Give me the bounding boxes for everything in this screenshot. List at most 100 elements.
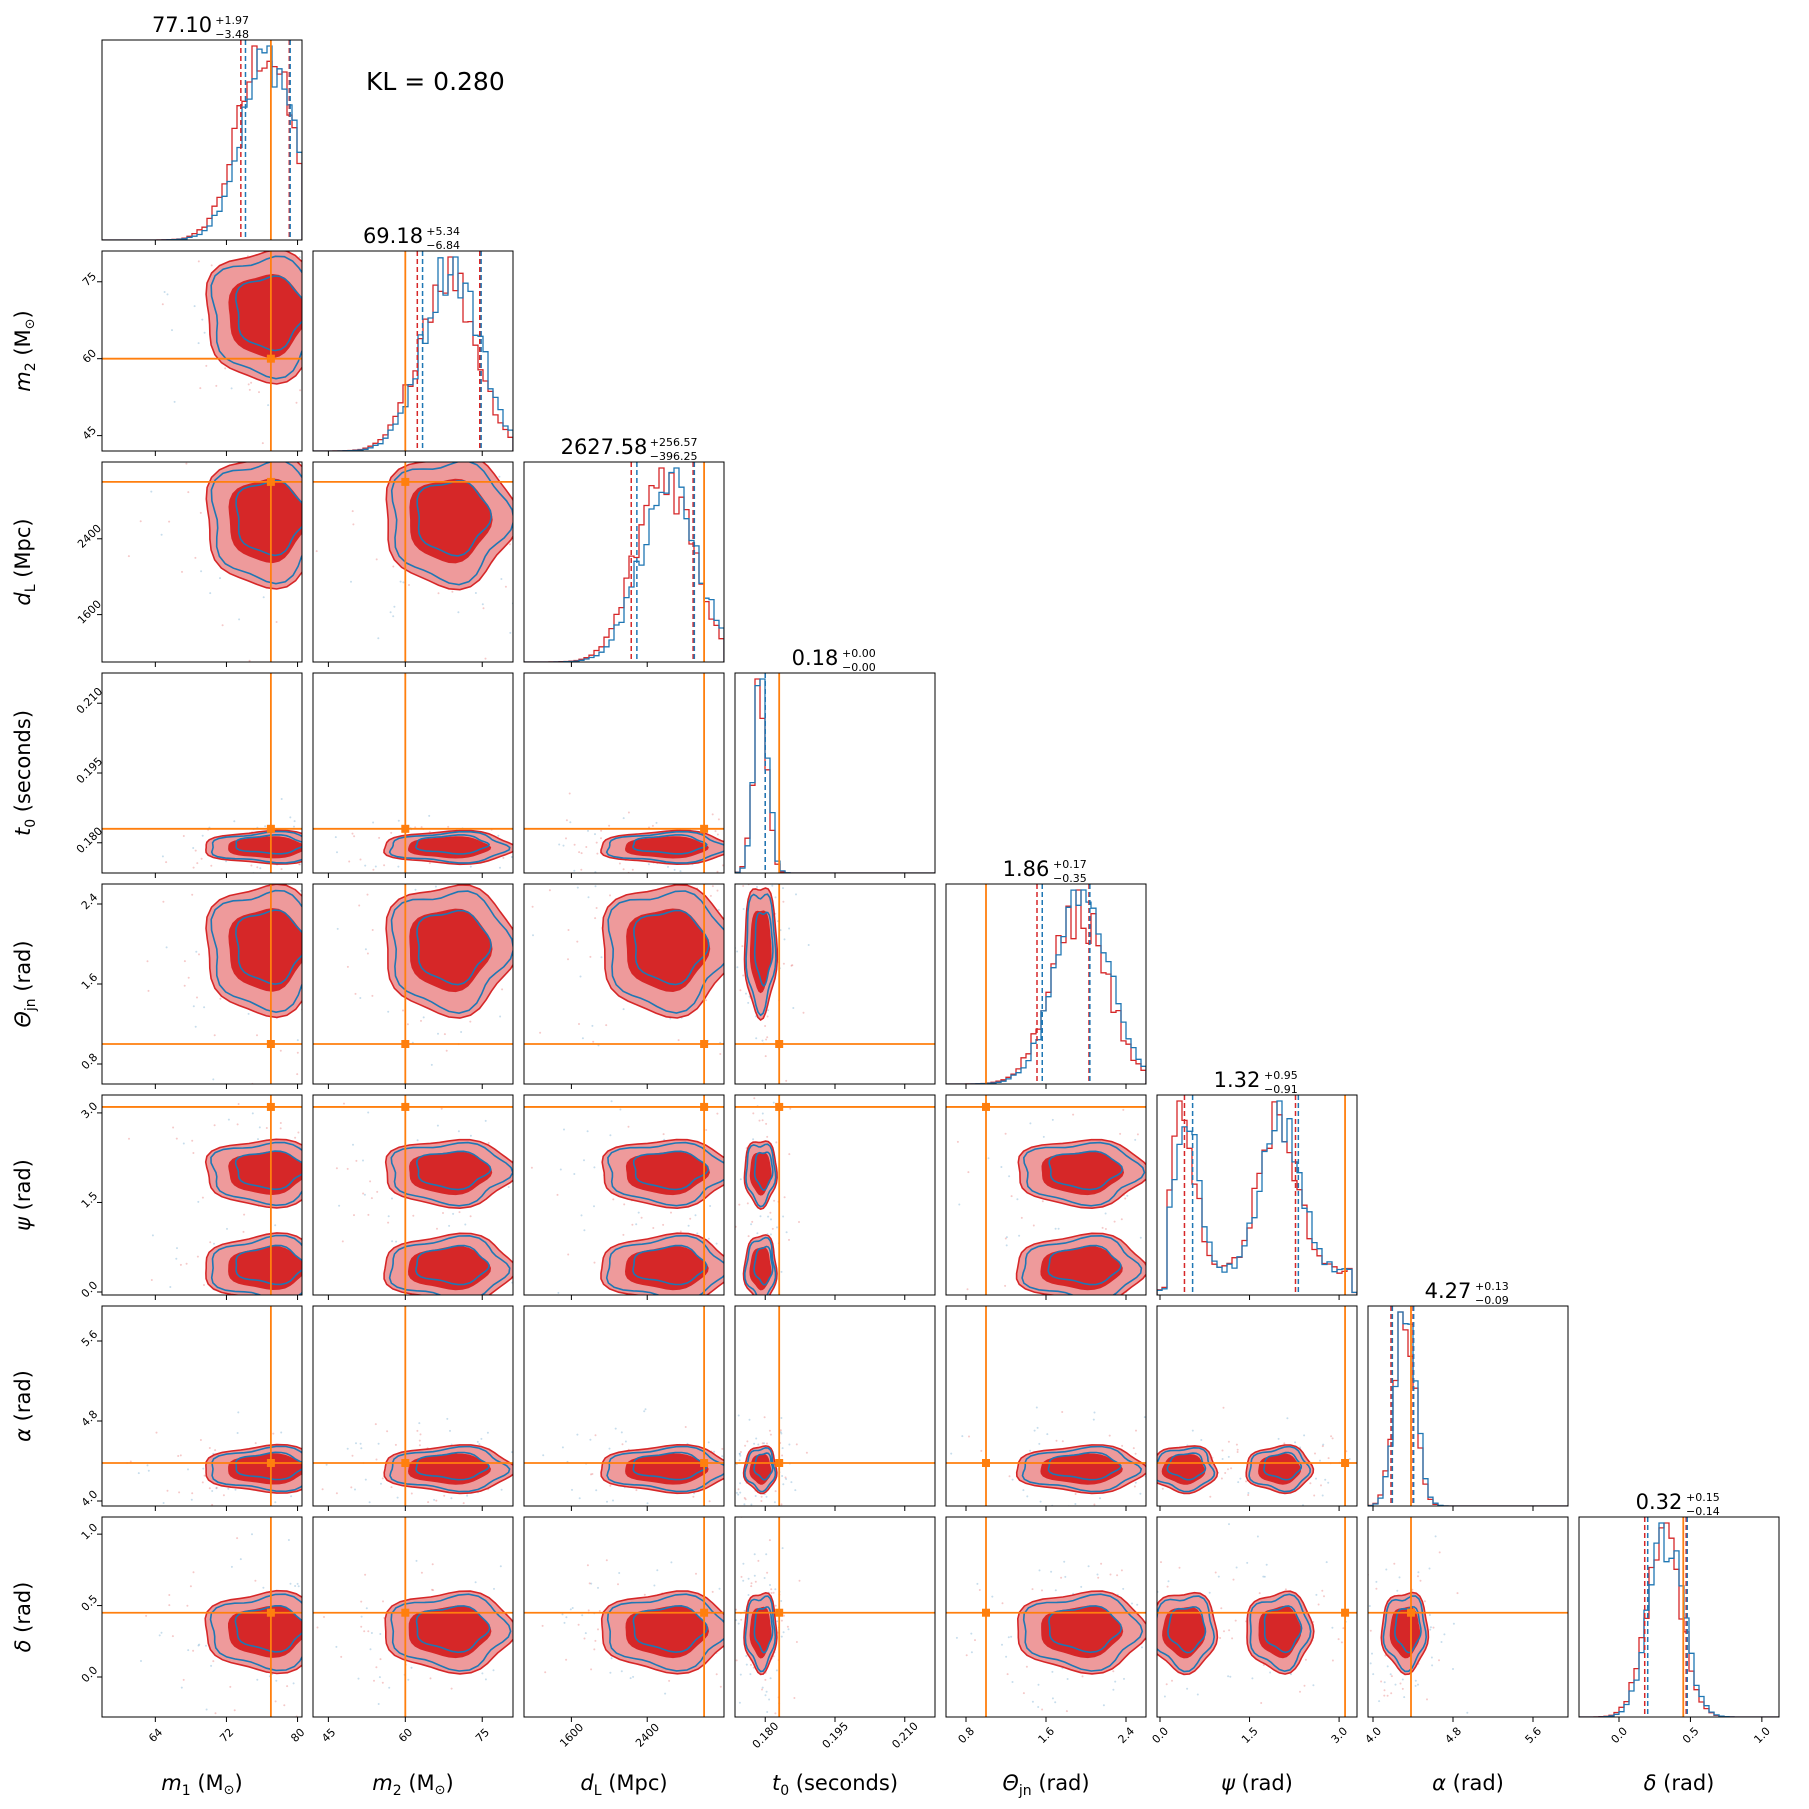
scatter-point <box>538 1622 540 1624</box>
scatter-point <box>609 1671 612 1674</box>
scatter-point <box>782 1631 785 1634</box>
scatter-point <box>716 889 719 892</box>
scatter-point <box>618 1572 621 1574</box>
scatter-point <box>1066 1678 1069 1680</box>
scatter-point <box>541 1624 544 1627</box>
scatter-point <box>756 857 758 859</box>
scatter-point <box>175 1137 178 1140</box>
scatter-point <box>732 920 734 922</box>
scatter-point <box>486 1431 489 1434</box>
scatter-point <box>1396 1589 1399 1592</box>
scatter-point <box>322 1481 324 1483</box>
scatter-point <box>742 1579 745 1582</box>
y-tick-label: 4.8 <box>79 1408 101 1430</box>
contour-outer-blue <box>1022 1593 1144 1672</box>
scatter-point <box>807 846 809 848</box>
scatter-point <box>527 851 529 853</box>
scatter-point <box>667 865 669 868</box>
scatter-point <box>1317 1603 1320 1606</box>
scatter-point <box>313 510 315 512</box>
scatter-point <box>774 1490 777 1493</box>
scatter-point <box>147 1469 150 1472</box>
scatter-point <box>776 1298 778 1300</box>
scatter-point <box>328 400 330 402</box>
scatter-point <box>766 1711 769 1713</box>
scatter-point <box>714 1019 716 1021</box>
scatter-point <box>386 1430 389 1433</box>
scatter-point <box>250 864 253 867</box>
scatter-point <box>1041 1589 1043 1592</box>
contour-inner-red <box>624 836 709 859</box>
scatter-point <box>332 1476 334 1478</box>
scatter-point <box>761 1688 763 1691</box>
panel-alpha-vs-m1: 4.04.85.6 <box>79 1305 334 1511</box>
y-tick-label: 1.5 <box>79 1189 101 1211</box>
scatter-point <box>590 1668 593 1671</box>
panel-content <box>1157 1517 1396 1717</box>
scatter-point <box>559 846 561 848</box>
scatter-point <box>711 813 714 816</box>
scatter-point <box>586 1564 589 1567</box>
scatter-point <box>480 1437 483 1440</box>
scatter-point <box>161 303 164 306</box>
panel-content <box>735 673 935 873</box>
scatter-point <box>1110 1520 1112 1522</box>
scatter-point <box>1309 1482 1312 1485</box>
scatter-point <box>807 1426 809 1428</box>
title-psi: 1.32 <box>1214 1068 1261 1092</box>
scatter-point <box>732 964 734 966</box>
scatter-point <box>171 1635 174 1638</box>
scatter-point <box>499 1015 502 1018</box>
scatter-point <box>524 874 526 876</box>
scatter-point <box>1016 1198 1019 1201</box>
scatter-point <box>356 999 358 1001</box>
scatter-point <box>1394 1553 1396 1555</box>
scatter-point <box>526 1458 528 1460</box>
scatter-point <box>521 1453 523 1455</box>
panel-delta-vs-t0: 0.180 0.195 0.210 <box>734 1516 936 1751</box>
scatter-point <box>567 1622 569 1624</box>
scatter-point <box>775 1669 778 1672</box>
scatter-point <box>462 1502 465 1505</box>
scatter-point <box>717 909 720 911</box>
scatter-point <box>761 1442 764 1445</box>
scatter-point <box>356 502 358 504</box>
scatter-point <box>754 1528 756 1530</box>
scatter-point <box>738 828 740 830</box>
truth-marker <box>982 1608 990 1617</box>
scatter-point <box>750 1585 753 1588</box>
scatter-point <box>474 1581 477 1584</box>
scatter-point <box>322 969 324 971</box>
scatter-point <box>721 1455 724 1458</box>
scatter-point <box>1214 1571 1217 1574</box>
panel-frame <box>1156 1516 1358 1718</box>
scatter-point <box>1126 1194 1129 1197</box>
scatter-point <box>369 1180 372 1183</box>
scatter-point <box>380 478 382 480</box>
scatter-point <box>195 452 197 454</box>
contour-inner-blue <box>632 1604 709 1654</box>
scatter-point <box>427 425 429 427</box>
scatter-point <box>177 1455 180 1457</box>
scatter-point <box>573 1173 576 1175</box>
scatter-point <box>1100 1562 1103 1565</box>
scatter-point <box>316 1221 318 1223</box>
scatter-point <box>344 838 346 840</box>
scatter-point <box>780 1115 782 1117</box>
scatter-point <box>708 1500 711 1503</box>
contour-inner-blue <box>416 909 493 986</box>
scatter-point <box>727 967 729 969</box>
scatter-point <box>756 1232 759 1235</box>
scatter-point <box>548 831 550 833</box>
scatter-point <box>1284 1588 1287 1591</box>
scatter-point <box>317 1160 319 1162</box>
scatter-point <box>756 886 758 888</box>
scatter-point <box>1152 1424 1154 1426</box>
scatter-point <box>324 847 326 849</box>
scatter-point <box>378 898 380 900</box>
contour-inner-blue <box>632 834 708 855</box>
x-tick-label: 5.6 <box>1523 1725 1545 1747</box>
scatter-point <box>320 1450 322 1452</box>
scatter-point <box>565 1616 568 1619</box>
scatter-point <box>664 1692 667 1695</box>
